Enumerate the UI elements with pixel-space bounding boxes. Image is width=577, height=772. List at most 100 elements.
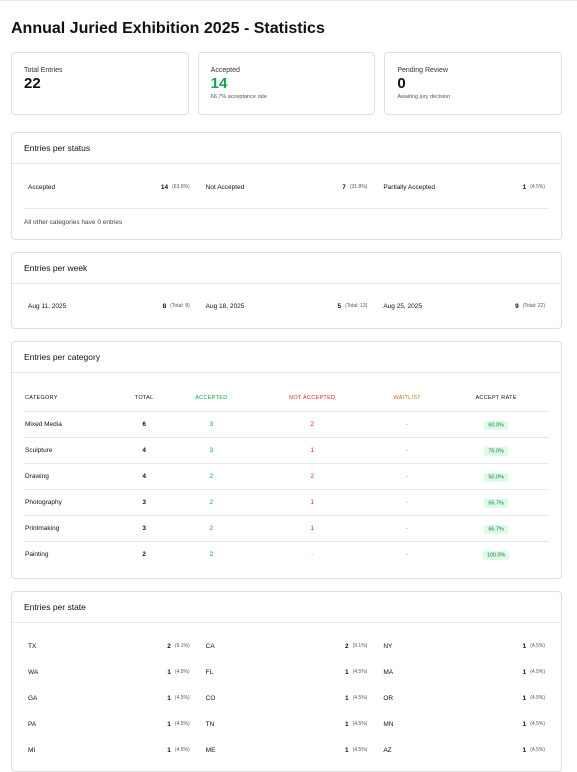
item-count: 2 bbox=[167, 642, 171, 650]
item-count: 8 bbox=[162, 302, 167, 310]
table-cell: Photography bbox=[24, 489, 119, 516]
stat-item: Aug 11, 2025 8 (Total: 8) bbox=[28, 293, 190, 319]
item-count: 1 bbox=[344, 694, 349, 702]
table-cell: 2 bbox=[253, 411, 372, 438]
stat-card: Total Entries 22 bbox=[11, 52, 189, 115]
card-value: 14 bbox=[210, 75, 228, 92]
item-label: TN bbox=[205, 720, 215, 728]
rate-badge: 75.0% bbox=[484, 446, 508, 456]
week-section: Entries per week Aug 11, 2025 8 (Total: 8)… bbox=[11, 252, 562, 329]
stat-item: OR 1 (4.5%) bbox=[383, 685, 545, 711]
table-cell: - bbox=[311, 551, 314, 558]
stat-item: Partially Accepted 1 (4.5%) bbox=[383, 174, 545, 200]
column-header: ACCEPT RATE bbox=[443, 385, 549, 412]
stat-item: Accepted 14 (63.6%) bbox=[28, 174, 190, 200]
stat-item: WA 1 (4.5%) bbox=[28, 659, 190, 685]
table-row: Photography 3 2 1- 66.7% bbox=[24, 489, 549, 516]
item-share: (4.5%) bbox=[530, 747, 545, 753]
item-label: Aug 25, 2025 bbox=[383, 302, 423, 310]
header-row: CATEGORY TOTAL ACCEPTED NOT ACCEPTED WAITLIS… bbox=[24, 385, 549, 412]
table-cell: 2 bbox=[142, 551, 146, 558]
stat-item: GA 1 (4.5%) bbox=[28, 685, 190, 711]
column-header: TOTAL bbox=[118, 385, 170, 412]
item-label: MA bbox=[383, 668, 394, 676]
stat-item: CO 1 (4.5%) bbox=[206, 685, 368, 711]
item-share: (4.5%) bbox=[530, 184, 545, 190]
stat-item: Not Accepted 7 (31.8%) bbox=[206, 174, 368, 200]
item-label: Aug 18, 2025 bbox=[205, 302, 245, 310]
item-label: CA bbox=[205, 642, 215, 650]
item-share: (4.5%) bbox=[174, 721, 190, 727]
item-label: ME bbox=[205, 746, 216, 754]
table-cell: 3 bbox=[169, 411, 254, 438]
table-cell: 2 bbox=[253, 463, 372, 490]
item-count: 1 bbox=[167, 720, 171, 728]
item-count: 1 bbox=[522, 720, 527, 728]
rate-badge: 50.0% bbox=[484, 472, 508, 482]
item-share: (63.6%) bbox=[172, 184, 190, 190]
item-label: Not Accepted bbox=[205, 183, 245, 191]
card-value: 0 bbox=[397, 75, 406, 92]
table-cell: - bbox=[371, 411, 444, 438]
rate-badge: 66.7% bbox=[484, 498, 508, 508]
item-label: Partially Accepted bbox=[383, 183, 435, 191]
table-cell: - bbox=[406, 551, 409, 558]
item-label: Accepted bbox=[28, 183, 56, 191]
item-share: (4.5%) bbox=[530, 643, 545, 649]
table-cell: 1 bbox=[253, 489, 372, 516]
table-cell: 60.0% bbox=[443, 411, 549, 438]
column-header: ACCEPTED bbox=[169, 385, 254, 412]
table-cell: 75.0% bbox=[443, 437, 549, 464]
item-label: MN bbox=[383, 720, 394, 728]
table-cell: Painting bbox=[25, 551, 49, 558]
table-row: Painting 2 2 - - 100.0% bbox=[24, 542, 549, 568]
item-label: Aug 11, 2025 bbox=[28, 302, 67, 310]
item-label: NY bbox=[383, 642, 393, 650]
table-row: Drawing 4 2 2-50.0% bbox=[24, 463, 549, 490]
table-cell: 2 bbox=[169, 515, 254, 542]
item-share: (4.5%) bbox=[352, 695, 368, 701]
card-value: 22 bbox=[24, 75, 41, 92]
rate-badge: 100.0% bbox=[482, 550, 510, 560]
card-label: Pending Review bbox=[397, 67, 448, 74]
item-count: 1 bbox=[344, 746, 349, 754]
table-cell: Drawing bbox=[24, 463, 119, 490]
table-cell: 4 bbox=[118, 463, 170, 490]
table-cell: 3 bbox=[169, 437, 254, 464]
table-row: Printmaking 3 2 1- 66.7% bbox=[24, 515, 549, 542]
table-cell: Mixed Media bbox=[24, 411, 119, 438]
column-header: NOT ACCEPTED bbox=[253, 385, 372, 412]
stat-item: Aug 18, 2025 5 (Total: 13) bbox=[206, 293, 368, 319]
item-count: 1 bbox=[522, 746, 527, 754]
table-cell: 2 bbox=[169, 489, 254, 516]
item-share: (31.8%) bbox=[349, 184, 368, 190]
item-label: FL bbox=[205, 668, 214, 676]
item-label: PA bbox=[28, 720, 37, 728]
table-cell: 1 bbox=[253, 515, 372, 542]
item-share: (4.5%) bbox=[530, 695, 545, 701]
item-label: AZ bbox=[383, 746, 392, 754]
card-label: Total Entries bbox=[24, 67, 63, 74]
card-label: Accepted bbox=[210, 67, 240, 74]
item-count: 1 bbox=[167, 668, 171, 676]
item-share: (4.5%) bbox=[352, 669, 368, 675]
column-header: CATEGORY bbox=[24, 385, 119, 412]
item-label: OR bbox=[383, 694, 394, 702]
section-title: Entries per status bbox=[12, 133, 561, 164]
stat-card: Pending Review 0 Awaiting jury decision bbox=[384, 52, 563, 115]
stat-item: CA 2 (9.1%) bbox=[206, 633, 368, 659]
table-cell: 1 bbox=[253, 437, 372, 464]
stat-item: TX 2 (9.1%) bbox=[28, 633, 190, 659]
item-share: (4.5%) bbox=[530, 721, 545, 727]
stat-card: Accepted 14 66.7% acceptance rate bbox=[197, 52, 376, 115]
stat-item: MI 1 (4.5%) bbox=[28, 737, 190, 763]
table-cell: 3 bbox=[118, 489, 170, 516]
item-label: WA bbox=[28, 668, 39, 676]
stat-item: Aug 25, 2025 9 (Total: 22) bbox=[383, 293, 545, 319]
stat-item: PA 1 (4.5%) bbox=[28, 711, 190, 737]
stat-item: FL 1 (4.5%) bbox=[206, 659, 368, 685]
stat-item: ME 1 (4.5%) bbox=[206, 737, 368, 763]
item-count: 1 bbox=[167, 746, 171, 754]
item-label: MI bbox=[28, 746, 36, 754]
